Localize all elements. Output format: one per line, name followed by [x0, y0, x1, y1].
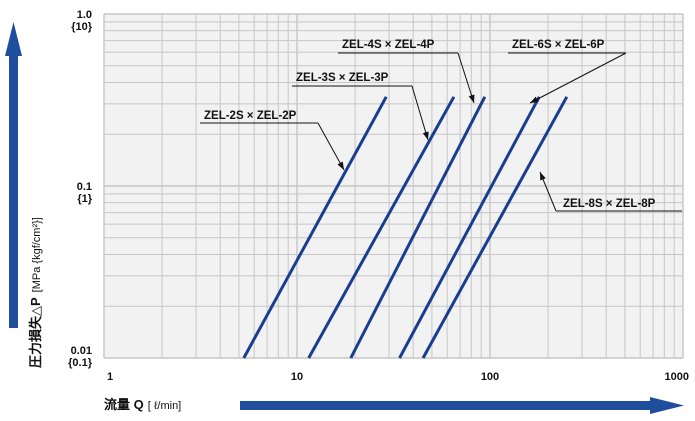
- annotation-arrowhead: [337, 161, 344, 170]
- annotation-leader: [457, 52, 475, 104]
- annotation-label: ZEL-3S × ZEL-3P: [296, 72, 389, 84]
- annotations: ZEL-2S × ZEL-2P ZEL-3S × ZEL-3P ZEL-4S × Z…: [200, 39, 682, 212]
- y-axis-label-name: 圧力損失△P: [28, 297, 43, 368]
- x-axis-label-name: 流量 Q: [104, 397, 144, 412]
- x-axis-arrow-shaft: [240, 401, 652, 410]
- x-tick-label: 100: [481, 371, 499, 383]
- annotation-arrowhead: [468, 94, 475, 103]
- annotation-label: ZEL-8S × ZEL-8P: [563, 198, 656, 210]
- x-tick-label: 1000: [665, 371, 689, 383]
- annotation-label: ZEL-6S × ZEL-6P: [512, 39, 605, 51]
- annotation-arrowhead: [530, 96, 539, 103]
- y-tick-sublabel: {10}: [71, 21, 93, 33]
- y-tick-label: 0.01: [71, 345, 92, 357]
- x-tick-label: 1: [107, 371, 113, 383]
- x-axis-label-unit: [ ℓ/min]: [148, 400, 182, 412]
- annotation-leader: [411, 85, 429, 141]
- annotation-arrowhead: [540, 172, 546, 181]
- y-axis-label-unit: [MPa {kgf/cm²}]: [31, 217, 43, 292]
- series-line-2: [307, 96, 456, 359]
- y-tick-sublabel: {1}: [77, 193, 92, 205]
- series-line-3: [349, 96, 487, 359]
- x-axis-arrow-head: [650, 397, 684, 414]
- annotation-arrowhead: [422, 131, 429, 140]
- x-tick-label: 10: [291, 371, 303, 383]
- y-axis-arrow-shaft: [9, 52, 18, 328]
- annotation-leader: [317, 122, 345, 171]
- annotation-label: ZEL-2S × ZEL-2P: [204, 110, 297, 122]
- y-tick-sublabel: {0.1}: [68, 357, 93, 369]
- series-line-1: [242, 96, 388, 359]
- grid: [103, 13, 684, 359]
- x-axis-label: 流量 Q [ ℓ/min]: [104, 397, 181, 412]
- y-axis-label: 圧力損失△P [MPa {kgf/cm²}]: [28, 217, 43, 368]
- series-line-5: [421, 96, 569, 359]
- y-tick-label: 1.0: [77, 9, 92, 21]
- y-tick-label: 0.1: [77, 181, 92, 193]
- annotation-leader: [529, 52, 627, 104]
- annotation-label: ZEL-4S × ZEL-4P: [342, 39, 435, 51]
- y-axis-arrow-head: [5, 22, 22, 56]
- series-line-4: [398, 96, 541, 359]
